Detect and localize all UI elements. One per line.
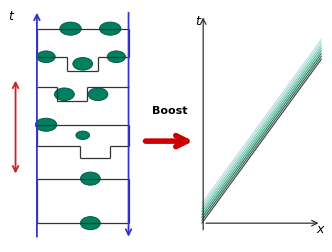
Ellipse shape (100, 22, 121, 35)
Text: t: t (195, 15, 200, 27)
Ellipse shape (73, 57, 93, 70)
Ellipse shape (37, 51, 55, 63)
Ellipse shape (107, 51, 125, 63)
Ellipse shape (54, 88, 74, 101)
Ellipse shape (80, 172, 100, 185)
Text: t: t (8, 10, 13, 23)
Ellipse shape (60, 22, 81, 35)
Ellipse shape (36, 118, 57, 131)
Ellipse shape (88, 88, 108, 101)
Ellipse shape (76, 131, 90, 140)
Text: Boost: Boost (152, 106, 187, 116)
Text: x: x (317, 223, 324, 236)
Ellipse shape (80, 217, 100, 230)
